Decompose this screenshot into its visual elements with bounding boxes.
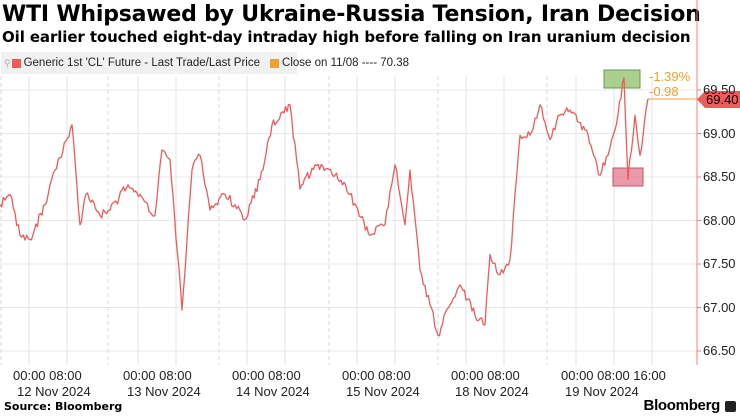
x-tick-date: 15 Nov 2024 bbox=[346, 384, 420, 399]
x-tick-time: 00:00 08:00 bbox=[232, 368, 301, 383]
price-series-line bbox=[0, 77, 649, 337]
last-price-badge: 69.40 bbox=[697, 91, 740, 108]
last-price-badge-shape bbox=[697, 91, 740, 108]
legend-series-label: Generic 1st 'CL' Future - Last Trade/Las… bbox=[23, 57, 261, 69]
legend-item-close: Close on 11/08 ---- 70.38 bbox=[270, 57, 409, 69]
close-swatch bbox=[270, 58, 280, 68]
x-tick-date: 19 Nov 2024 bbox=[565, 384, 639, 399]
y-axis-line bbox=[696, 0, 701, 365]
chart-title: WTI Whipsawed by Ukraine-Russia Tension,… bbox=[2, 2, 701, 27]
abs-change-annotation: -0.98 bbox=[649, 84, 679, 99]
x-tick-time: 00:00 08:00 bbox=[13, 368, 82, 383]
horizontal-gridlines bbox=[0, 89, 697, 352]
y-tick-label: 69.50 bbox=[703, 82, 736, 97]
legend-item-series: Generic 1st 'CL' Future - Last Trade/Las… bbox=[11, 57, 261, 69]
vertical-gridlines bbox=[28, 76, 653, 365]
chart-subtitle: Oil earlier touched eight-day intraday h… bbox=[2, 28, 691, 46]
y-tick-label: 69.00 bbox=[703, 126, 736, 141]
x-tick-time: 00:00 08:00 16:00 bbox=[561, 368, 666, 383]
bloomberg-chart-icon bbox=[725, 401, 736, 412]
last-price-value: 69.40 bbox=[706, 92, 739, 107]
x-tick-time: 00:00 08:00 bbox=[123, 368, 192, 383]
x-tick-date: 18 Nov 2024 bbox=[455, 384, 529, 399]
x-tick-date: 14 Nov 2024 bbox=[236, 384, 310, 399]
y-tick-label: 68.50 bbox=[703, 169, 736, 184]
legend-close-label: Close on 11/08 ---- 70.38 bbox=[282, 57, 410, 69]
day-separators bbox=[0, 76, 548, 365]
series-swatch bbox=[11, 58, 21, 68]
x-tick-time: 00:00 08:00 bbox=[342, 368, 411, 383]
pct-change-annotation: -1.39% bbox=[649, 69, 691, 84]
x-tick-date: 12 Nov 2024 bbox=[17, 384, 91, 399]
x-tick-time: 00:00 08:00 bbox=[451, 368, 520, 383]
bloomberg-logo: Bloomberg bbox=[643, 397, 721, 414]
source-note: Source: Bloomberg bbox=[4, 400, 123, 413]
x-tick-date: 13 Nov 2024 bbox=[127, 384, 201, 399]
chart-legend: ⚲ Generic 1st 'CL' Future - Last Trade/L… bbox=[1, 52, 409, 74]
y-tick-label: 68.00 bbox=[703, 213, 736, 228]
y-tick-label: 66.50 bbox=[703, 343, 736, 358]
y-tick-label: 67.00 bbox=[703, 300, 736, 315]
pin-icon: ⚲ bbox=[4, 57, 11, 68]
y-tick-label: 67.50 bbox=[703, 256, 736, 271]
